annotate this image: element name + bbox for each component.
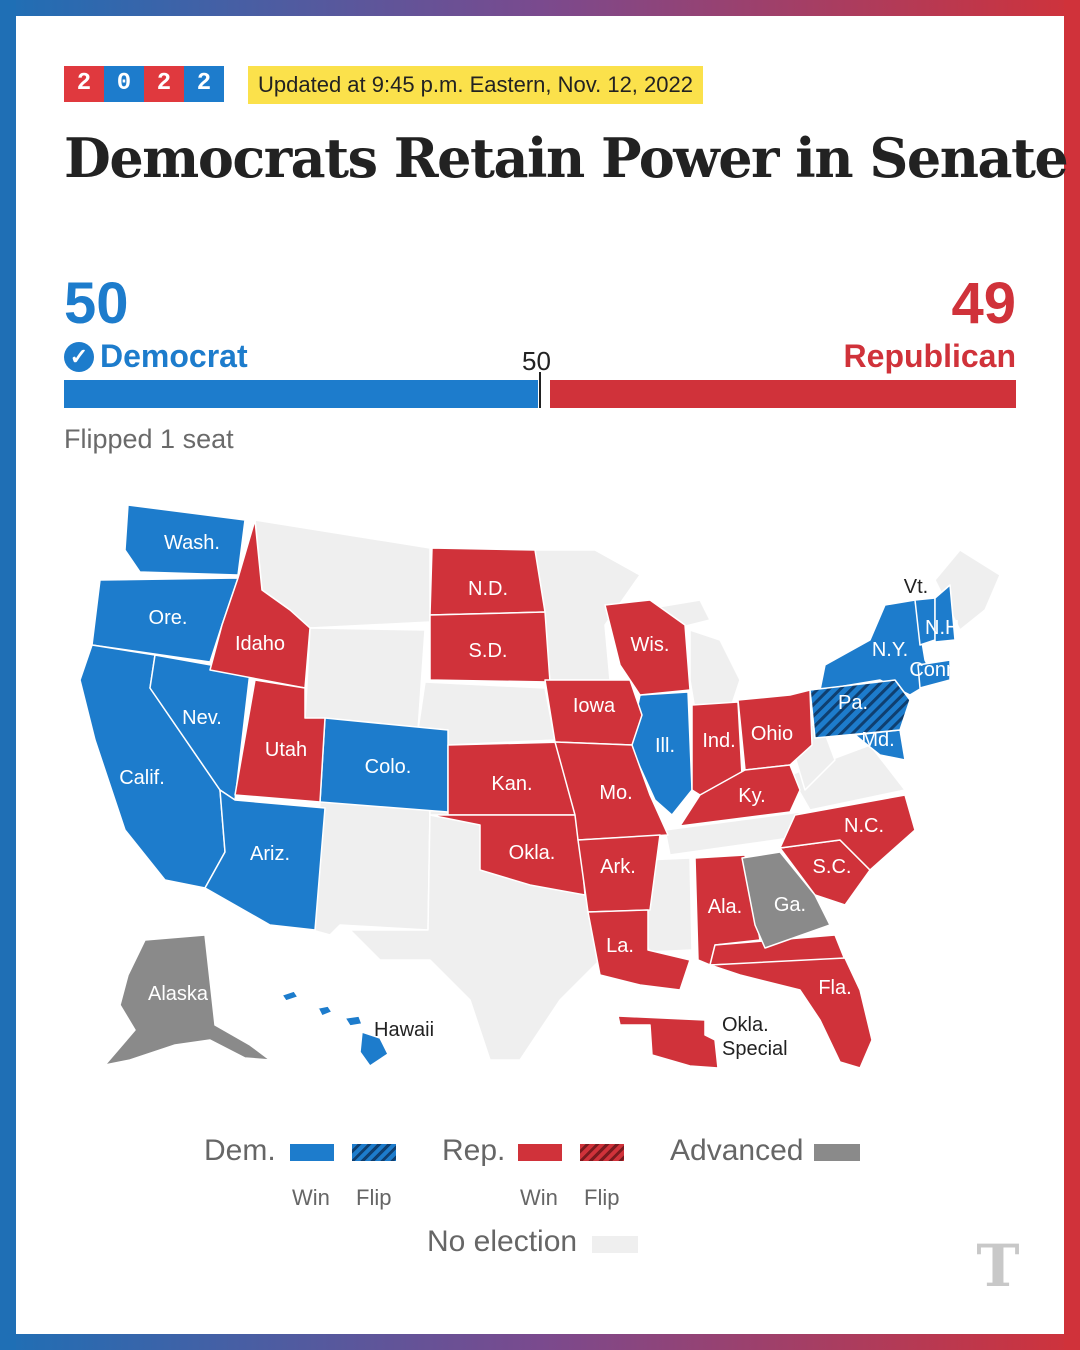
map-wisconsin [604, 599, 691, 696]
map-label-okla-special-1: Okla. [722, 1014, 769, 1036]
dem-seat-bar [64, 380, 538, 408]
flipped-seats-note: Flipped 1 seat [64, 424, 234, 454]
updated-timestamp: Updated at 9:45 p.m. Eastern, Nov. 12, 2… [248, 66, 703, 104]
map-new-mexico [311, 799, 431, 936]
year-digit: 0 [104, 66, 144, 102]
map-label-vt: Vt. [904, 576, 928, 598]
legend-no-election: No election [427, 1225, 578, 1258]
legend-no-election-swatch [592, 1236, 638, 1253]
map-virginia [789, 744, 906, 811]
map-label-ny: N.Y. [872, 639, 908, 661]
nyt-logo: T [976, 1232, 1020, 1300]
map-label-ark: Ark. [600, 856, 636, 878]
map-label-md: Md. [861, 729, 894, 751]
legend-advanced: Advanced [670, 1134, 804, 1167]
legend-advanced-swatch [814, 1144, 860, 1161]
map-label-hawaii: Hawaii [374, 1019, 434, 1041]
map-north-carolina [779, 794, 916, 871]
year-digit: 2 [64, 66, 104, 102]
year-digit: 2 [184, 66, 224, 102]
rep-label: Republican [843, 338, 1016, 374]
map-label-iowa: Iowa [573, 695, 616, 717]
dem-label: ✓ Democrat [64, 338, 248, 375]
map-connecticut [917, 659, 951, 689]
majority-marker-line [539, 372, 541, 408]
map-washington [124, 504, 246, 576]
map-label-conn: Conn. [909, 659, 962, 681]
map-pennsylvania [809, 679, 911, 739]
map-georgia [741, 851, 831, 949]
map-label-okla: Okla. [509, 842, 556, 864]
legend-rep-flip-swatch [580, 1144, 624, 1161]
map-florida [709, 957, 873, 1069]
checkmark-icon: ✓ [64, 341, 94, 372]
rep-seat-bar [550, 380, 1016, 408]
map-oregon [91, 577, 239, 663]
map-label-nc: N.C. [844, 815, 884, 837]
map-label-pa: Pa. [838, 692, 868, 714]
map-new-hampshire [934, 584, 956, 643]
map-label-colo: Colo. [365, 756, 412, 778]
headline: Democrats Retain Power in Senate [64, 126, 1069, 190]
map-label-nh: N.H. [925, 617, 965, 639]
map-label-fla: Fla. [818, 977, 851, 999]
majority-marker-label: 50 [522, 346, 551, 376]
map-iowa [544, 679, 643, 746]
map-label-ill: Ill. [655, 735, 675, 757]
legend-dem-flip: Flip [356, 1185, 392, 1210]
frame-right [1064, 0, 1080, 1350]
legend-rep-win-swatch [518, 1144, 562, 1161]
map-oklahoma-special [617, 1015, 719, 1069]
map-louisiana [587, 909, 691, 991]
map-label-calif: Calif. [119, 767, 165, 789]
legend-rep-win: Win [520, 1185, 558, 1210]
map-label-sd: S.D. [469, 640, 508, 662]
legend-rep: Rep. [442, 1134, 506, 1167]
map-kentucky [679, 764, 801, 827]
legend-dem-flip-swatch [352, 1144, 396, 1161]
year-badge: 2 0 2 2 [64, 66, 224, 102]
map-label-alaska: Alaska [148, 983, 209, 1005]
year-digit: 2 [144, 66, 184, 102]
map-label-ohio: Ohio [751, 723, 793, 745]
map-label-ala: Ala. [708, 896, 742, 918]
dem-seat-count: 50 [64, 271, 129, 336]
map-hawaii [281, 990, 389, 1067]
map-missouri [554, 741, 669, 841]
legend-rep-flip: Flip [584, 1185, 620, 1210]
map-label-okla-special-2: Special [722, 1038, 788, 1060]
legend-dem-win-swatch [290, 1144, 334, 1161]
map-label-wis: Wis. [631, 634, 670, 656]
frame-top [0, 0, 1080, 16]
map-label-nd: N.D. [468, 578, 508, 600]
map-wyoming [304, 627, 426, 731]
map-label-ga: Ga. [774, 894, 806, 916]
map-label-kan: Kan. [491, 773, 532, 795]
rep-seat-count: 49 [951, 271, 1016, 336]
frame-bottom [0, 1334, 1080, 1350]
map-label-sc: S.C. [813, 856, 852, 878]
map-arkansas [577, 834, 661, 913]
map-label-ky: Ky. [738, 785, 765, 807]
legend-dem-win: Win [292, 1185, 330, 1210]
frame-left [0, 0, 16, 1350]
map-utah [234, 679, 326, 803]
map-label-wash: Wash. [164, 532, 220, 554]
map-label-utah: Utah [265, 739, 307, 761]
map-arizona [204, 789, 326, 931]
map-label-idaho: Idaho [235, 633, 285, 655]
legend-dem: Dem. [204, 1134, 276, 1167]
map-alaska [104, 934, 271, 1066]
map-label-nev: Nev. [182, 707, 222, 729]
map-label-la: La. [606, 935, 634, 957]
dem-label-text: Democrat [100, 338, 248, 374]
map-label-ariz: Ariz. [250, 843, 290, 865]
map-label-ind: Ind. [702, 730, 735, 752]
map-label-ore: Ore. [149, 607, 188, 629]
map-label-mo: Mo. [599, 782, 632, 804]
